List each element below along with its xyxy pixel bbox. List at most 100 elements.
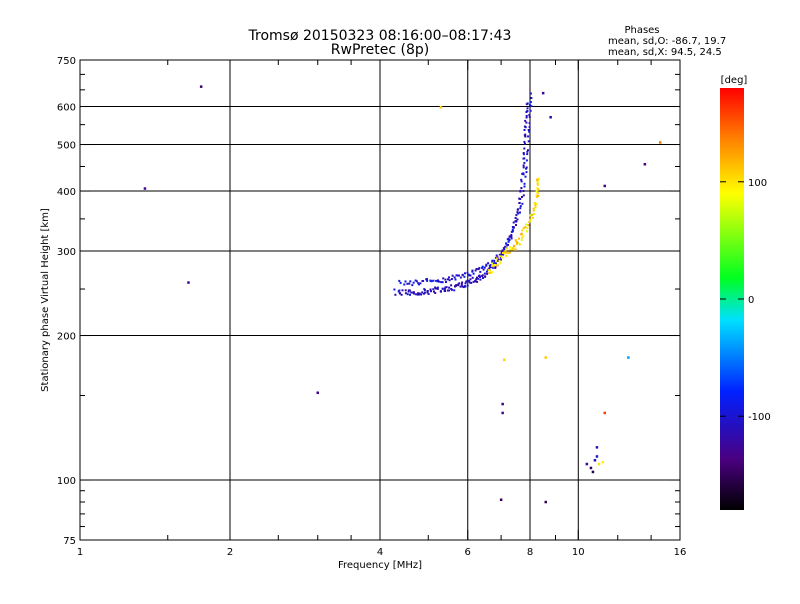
o-trace-point: [500, 250, 503, 253]
o-trace-point: [523, 182, 526, 185]
o-trace-point: [450, 284, 453, 287]
y-tick-labels: 75 100 200 300 400 500 600 750: [57, 56, 76, 547]
o-trace-point: [415, 293, 418, 296]
scatter-point: [187, 281, 190, 284]
x-trace-point: [502, 252, 504, 254]
o-trace-point: [472, 280, 475, 283]
o-trace-point: [519, 205, 522, 208]
x-trace-point: [488, 272, 491, 274]
o-trace-point: [446, 289, 449, 292]
o-trace-point: [461, 281, 464, 284]
x-trace-point: [516, 241, 519, 244]
o-trace-point: [418, 283, 420, 286]
o-trace-point: [457, 284, 460, 287]
x-trace-point: [520, 239, 523, 241]
o-trace-point: [510, 237, 513, 240]
o-trace-point: [413, 292, 416, 295]
o-trace-point: [521, 202, 524, 205]
o-trace-point: [466, 279, 469, 282]
o-trace-point: [412, 281, 415, 284]
o-trace-point: [525, 159, 528, 162]
x-trace-point: [518, 237, 520, 240]
axis-ticks: [79, 59, 681, 541]
scatter-point: [549, 116, 552, 119]
x-trace-point: [489, 271, 492, 274]
o-trace-point: [528, 126, 531, 128]
o-trace-point: [465, 280, 468, 283]
o-trace-point: [485, 270, 488, 273]
o-trace-point: [471, 269, 474, 272]
colorbar-tick-label: 0: [748, 295, 754, 306]
x-trace-point: [515, 240, 518, 243]
x-trace-point: [537, 177, 540, 180]
x-tick-label: 1: [77, 547, 83, 558]
colorbar-label: [deg]: [721, 75, 748, 86]
o-trace-point: [520, 187, 523, 189]
o-trace-point: [517, 212, 520, 215]
x-trace-point: [522, 227, 525, 230]
o-trace-point: [505, 242, 508, 245]
o-trace-point: [510, 235, 513, 238]
o-trace-point: [523, 140, 526, 143]
x-trace-point: [535, 194, 538, 197]
o-trace-point: [394, 293, 397, 296]
o-trace-point: [499, 256, 502, 259]
x-trace-point: [536, 183, 539, 186]
x-tick-label: 2: [227, 547, 233, 558]
o-trace-point: [439, 290, 442, 293]
x-trace-point: [498, 255, 501, 258]
o-trace-point: [481, 274, 484, 277]
o-trace-point: [440, 281, 443, 284]
o-trace-point: [519, 189, 522, 192]
o-trace-point: [491, 266, 494, 269]
o-trace-point: [437, 279, 439, 282]
x-trace-point: [491, 262, 494, 265]
o-trace-point: [432, 279, 435, 282]
o-trace-point: [478, 267, 481, 270]
o-trace-point: [476, 276, 478, 279]
o-trace-point: [523, 125, 526, 128]
o-trace-point: [492, 262, 495, 265]
x-trace-point: [534, 204, 537, 206]
x-trace-point: [521, 229, 524, 232]
scatter-point: [503, 358, 506, 362]
o-trace-point: [463, 275, 466, 278]
x-trace-point: [514, 248, 517, 251]
x-trace-point: [503, 252, 506, 255]
o-trace-point: [468, 274, 471, 277]
o-trace-point: [453, 276, 456, 279]
o-trace-point: [528, 114, 531, 116]
o-trace-point: [462, 286, 465, 289]
o-trace-point: [525, 167, 528, 170]
o-trace-point: [474, 280, 477, 283]
o-trace-point: [464, 282, 467, 285]
o-trace-point: [446, 278, 449, 281]
o-trace-point: [491, 259, 494, 262]
o-trace-point: [471, 276, 474, 279]
x-trace-point: [495, 260, 498, 263]
o-trace-point: [429, 279, 432, 282]
o-trace-point: [515, 220, 518, 223]
x-trace-point: [521, 236, 524, 239]
o-trace-point: [484, 275, 486, 278]
o-trace-point: [423, 292, 425, 295]
o-trace-point: [459, 276, 462, 279]
o-trace-point: [525, 121, 528, 124]
o-trace-point: [511, 230, 514, 233]
o-trace-point: [525, 166, 528, 169]
o-trace-point: [466, 271, 469, 274]
x-trace-point: [501, 256, 503, 259]
o-trace-point: [468, 281, 471, 284]
o-trace-point: [487, 262, 490, 265]
o-trace-point: [494, 266, 497, 269]
x-trace-point: [508, 246, 511, 249]
grid-lines: [80, 60, 680, 540]
o-trace-point: [478, 274, 481, 277]
x-tick-label: 4: [377, 547, 383, 558]
o-trace-point: [475, 268, 478, 270]
o-trace-point: [461, 285, 464, 288]
o-trace-point: [404, 280, 407, 283]
o-trace-point: [476, 280, 479, 283]
x-trace-point: [533, 208, 535, 211]
